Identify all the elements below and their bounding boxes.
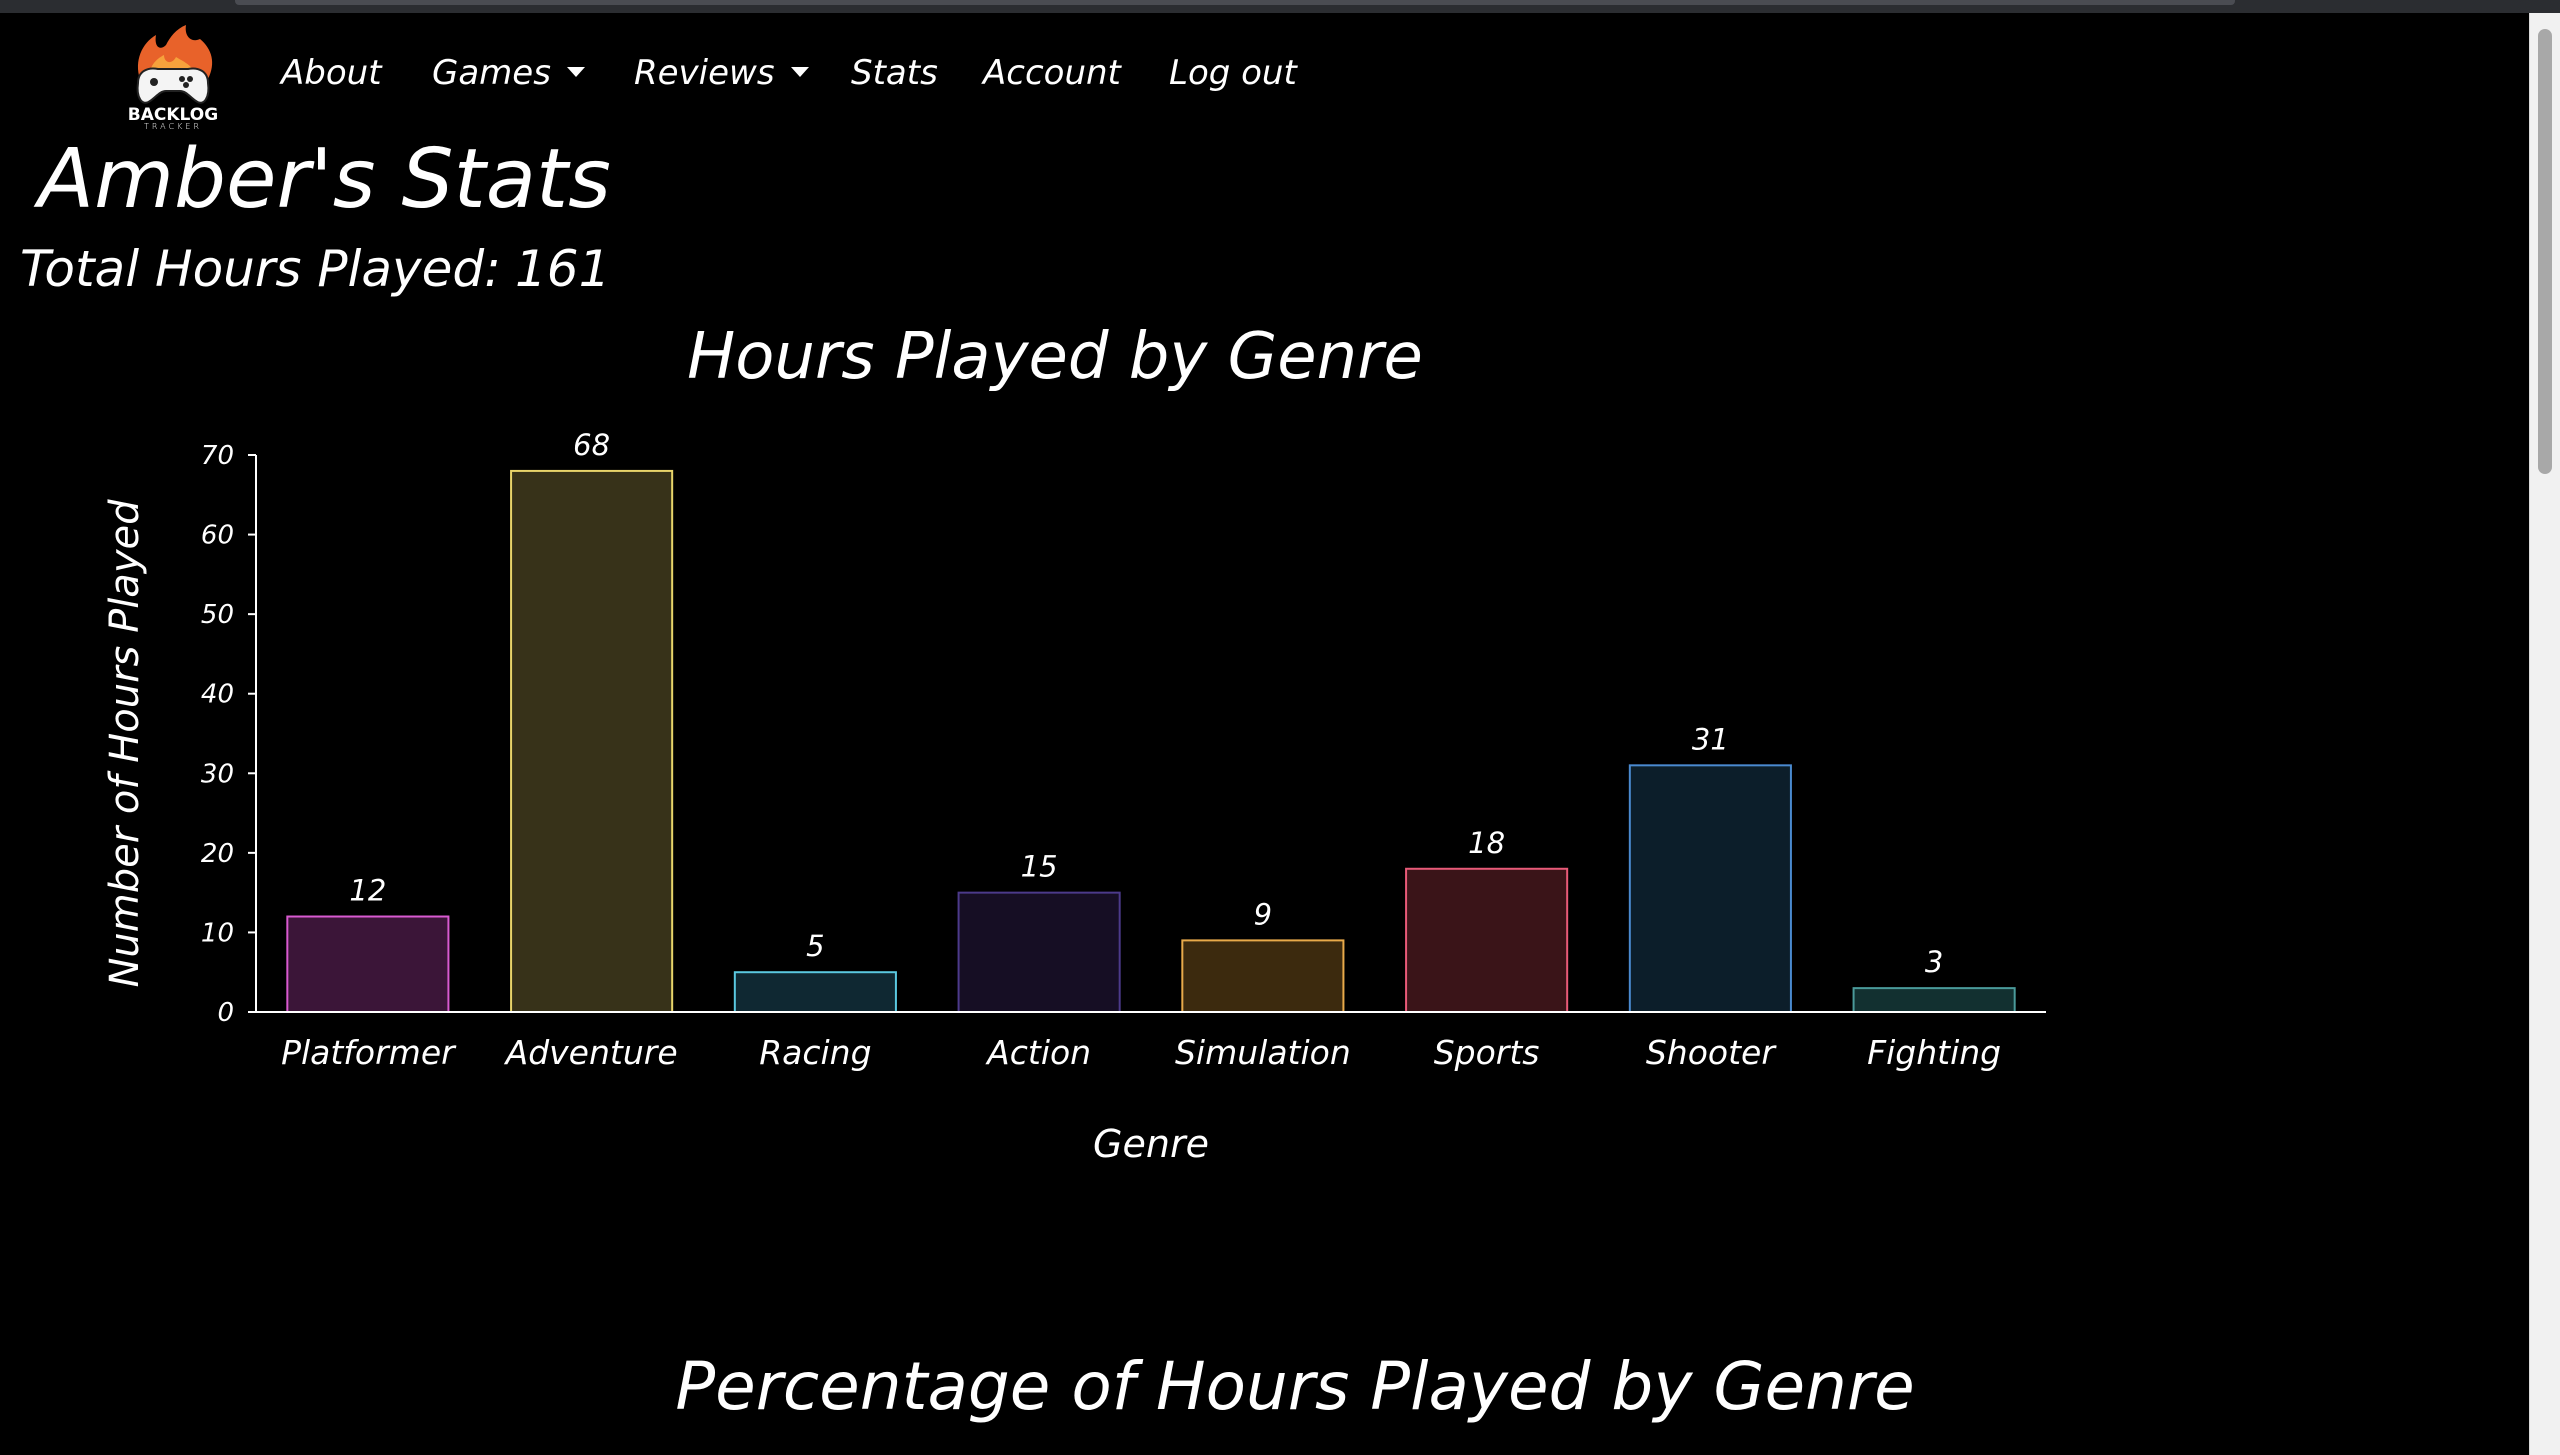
x-tick-label: Simulation	[1175, 1033, 1351, 1072]
hours-by-genre-chart: 0 10 20 30 40 50 60 70 12 68 5 15 9 18 31 3 Platformer…	[102, 428, 2046, 1166]
total-hours-label: Total Hours Played:	[20, 240, 501, 298]
bar-simulation[interactable]	[1181, 939, 1345, 1014]
x-tick-label: Fighting	[1867, 1033, 2001, 1072]
bar-racing[interactable]	[733, 971, 897, 1014]
data-label: 9	[1254, 897, 1272, 931]
browser-top-strip	[0, 0, 2560, 13]
second-chart-title: Percentage of Hours Played by Genre	[675, 1348, 1915, 1425]
total-hours: Total Hours Played: 161	[20, 240, 610, 298]
nav-reviews-label: Reviews	[634, 53, 775, 93]
total-hours-value: 161	[514, 240, 611, 298]
chevron-down-icon	[790, 67, 809, 77]
data-label: 12	[349, 874, 386, 908]
y-tick-label: 60	[201, 521, 234, 551]
bar-adventure[interactable]	[510, 469, 674, 1013]
y-tick-label: 50	[201, 600, 234, 630]
bar-sports[interactable]	[1405, 867, 1569, 1013]
x-tick-label: Adventure	[504, 1033, 678, 1072]
data-label: 15	[1021, 850, 1058, 884]
data-label: 68	[573, 428, 610, 462]
data-label: 5	[806, 929, 824, 963]
data-label: 31	[1692, 722, 1729, 756]
nav-about[interactable]: About	[281, 53, 382, 93]
nav-stats[interactable]: Stats	[851, 53, 938, 93]
data-label: 3	[1925, 945, 1943, 979]
x-tick-label: Sports	[1434, 1033, 1540, 1072]
page-title: Amber's Stats	[38, 132, 611, 227]
logo-text: BACKLOG	[128, 105, 218, 125]
nav-logout[interactable]: Log out	[1169, 53, 1297, 93]
y-tick-label: 40	[201, 680, 234, 710]
address-strip	[235, 0, 2235, 5]
scrollbar[interactable]	[2529, 13, 2560, 1455]
data-label: 18	[1468, 826, 1505, 860]
nav-account[interactable]: Account	[983, 53, 1121, 93]
bars	[286, 469, 2016, 1014]
y-tick-label: 10	[201, 918, 234, 948]
x-tick-label: Action	[985, 1033, 1091, 1072]
navbar: BACKLOG TRACKER About Games Reviews Stat…	[0, 13, 2530, 131]
bar-platformer[interactable]	[286, 915, 450, 1013]
x-tick-label: Racing	[759, 1033, 871, 1072]
gamepad-icon	[136, 67, 210, 104]
nav-games-label: Games	[432, 53, 551, 93]
y-tick-label: 20	[201, 839, 234, 869]
value-labels: 12 68 5 15 9 18 31 3	[349, 428, 1943, 979]
nav-games-dropdown[interactable]: Games	[432, 53, 585, 93]
x-tick-label: Platformer	[281, 1033, 457, 1072]
nav-reviews-dropdown[interactable]: Reviews	[634, 53, 809, 93]
bar-action[interactable]	[957, 891, 1121, 1013]
x-axis-label: Genre	[1093, 1122, 1209, 1166]
chart-title: Hours Played by Genre	[687, 320, 1423, 394]
backlog-tracker-logo[interactable]: BACKLOG TRACKER	[120, 21, 226, 131]
x-axis-ticks: Platformer Adventure Racing Action Simulatio…	[281, 1033, 2001, 1072]
y-tick-label: 0	[217, 998, 234, 1028]
chevron-down-icon	[566, 67, 585, 77]
bar-shooter[interactable]	[1628, 764, 1792, 1014]
scrollbar-thumb[interactable]	[2538, 29, 2552, 474]
logo-subtext: TRACKER	[144, 122, 202, 131]
y-axis-label: Number of Hours Played	[102, 499, 148, 988]
y-tick-label: 30	[201, 759, 234, 789]
y-axis-ticks: 0 10 20 30 40 50 60 70	[201, 441, 256, 1028]
x-tick-label: Shooter	[1646, 1033, 1777, 1072]
y-tick-label: 70	[201, 441, 234, 471]
bar-fighting[interactable]	[1852, 987, 2016, 1014]
